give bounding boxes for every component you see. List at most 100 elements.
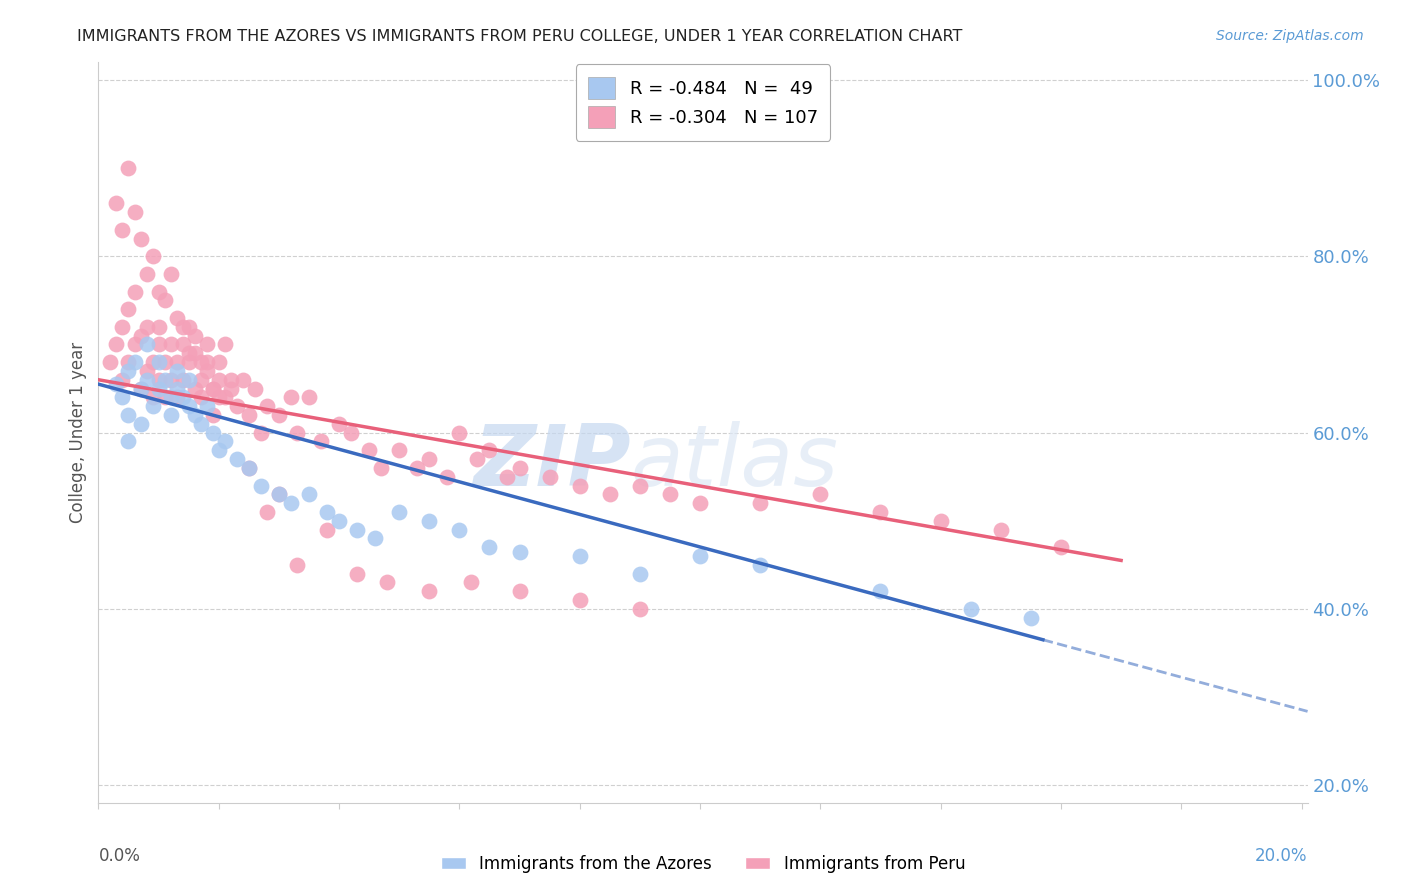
- Point: [190, 390, 212, 404]
- Point: [298, 487, 321, 501]
- Point: [159, 408, 181, 422]
- Point: [309, 434, 332, 449]
- Point: [159, 337, 181, 351]
- Point: [177, 319, 200, 334]
- Point: [148, 285, 170, 299]
- Point: [388, 443, 411, 458]
- Point: [190, 355, 212, 369]
- Point: [280, 496, 302, 510]
- Point: [370, 461, 392, 475]
- Point: [166, 311, 188, 326]
- Legend: R = -0.484   N =  49, R = -0.304   N = 107: R = -0.484 N = 49, R = -0.304 N = 107: [575, 64, 831, 141]
- Point: [129, 328, 152, 343]
- Text: atlas: atlas: [630, 421, 838, 504]
- Point: [449, 425, 471, 440]
- Point: [280, 390, 302, 404]
- Point: [328, 417, 350, 431]
- Point: [105, 337, 128, 351]
- Point: [117, 434, 139, 449]
- Point: [418, 514, 440, 528]
- Point: [256, 505, 278, 519]
- Point: [509, 584, 531, 599]
- Point: [568, 478, 591, 492]
- Point: [129, 417, 152, 431]
- Point: [172, 373, 194, 387]
- Point: [195, 364, 218, 378]
- Point: [201, 425, 224, 440]
- Point: [238, 408, 260, 422]
- Point: [117, 161, 139, 176]
- Point: [105, 377, 128, 392]
- Point: [285, 425, 308, 440]
- Point: [316, 523, 339, 537]
- Point: [232, 373, 254, 387]
- Point: [100, 355, 122, 369]
- Point: [129, 382, 152, 396]
- Point: [496, 469, 519, 483]
- Point: [285, 558, 308, 572]
- Point: [267, 487, 290, 501]
- Text: IMMIGRANTS FROM THE AZORES VS IMMIGRANTS FROM PERU COLLEGE, UNDER 1 YEAR CORRELA: IMMIGRANTS FROM THE AZORES VS IMMIGRANTS…: [77, 29, 963, 45]
- Point: [208, 373, 231, 387]
- Point: [142, 399, 165, 413]
- Point: [159, 267, 181, 281]
- Point: [449, 523, 471, 537]
- Point: [166, 355, 188, 369]
- Point: [142, 390, 165, 404]
- Y-axis label: College, Under 1 year: College, Under 1 year: [69, 342, 87, 524]
- Point: [111, 373, 134, 387]
- Point: [190, 373, 212, 387]
- Point: [346, 566, 368, 581]
- Point: [129, 232, 152, 246]
- Point: [153, 293, 176, 308]
- Point: [478, 443, 501, 458]
- Point: [135, 319, 157, 334]
- Point: [177, 373, 200, 387]
- Point: [316, 505, 339, 519]
- Point: [1050, 540, 1073, 554]
- Point: [749, 558, 772, 572]
- Point: [364, 532, 387, 546]
- Point: [689, 496, 711, 510]
- Legend: Immigrants from the Azores, Immigrants from Peru: Immigrants from the Azores, Immigrants f…: [434, 848, 972, 880]
- Point: [406, 461, 429, 475]
- Point: [148, 373, 170, 387]
- Point: [129, 382, 152, 396]
- Text: ZIP: ZIP: [472, 421, 630, 504]
- Point: [869, 584, 891, 599]
- Point: [219, 373, 242, 387]
- Point: [689, 549, 711, 563]
- Point: [105, 196, 128, 211]
- Point: [250, 478, 273, 492]
- Point: [225, 399, 247, 413]
- Point: [135, 364, 157, 378]
- Point: [340, 425, 363, 440]
- Point: [328, 514, 350, 528]
- Point: [436, 469, 458, 483]
- Point: [177, 355, 200, 369]
- Point: [238, 461, 260, 475]
- Point: [990, 523, 1012, 537]
- Point: [267, 408, 290, 422]
- Point: [172, 337, 194, 351]
- Text: 20.0%: 20.0%: [1256, 847, 1308, 865]
- Point: [159, 390, 181, 404]
- Point: [148, 319, 170, 334]
- Point: [568, 593, 591, 607]
- Point: [159, 373, 181, 387]
- Text: 0.0%: 0.0%: [98, 847, 141, 865]
- Point: [124, 355, 146, 369]
- Point: [225, 452, 247, 467]
- Point: [195, 399, 218, 413]
- Point: [388, 505, 411, 519]
- Point: [117, 364, 139, 378]
- Point: [183, 346, 205, 360]
- Point: [346, 523, 368, 537]
- Text: Source: ZipAtlas.com: Source: ZipAtlas.com: [1216, 29, 1364, 44]
- Point: [153, 373, 176, 387]
- Point: [183, 382, 205, 396]
- Point: [201, 382, 224, 396]
- Point: [219, 382, 242, 396]
- Point: [195, 355, 218, 369]
- Point: [658, 487, 681, 501]
